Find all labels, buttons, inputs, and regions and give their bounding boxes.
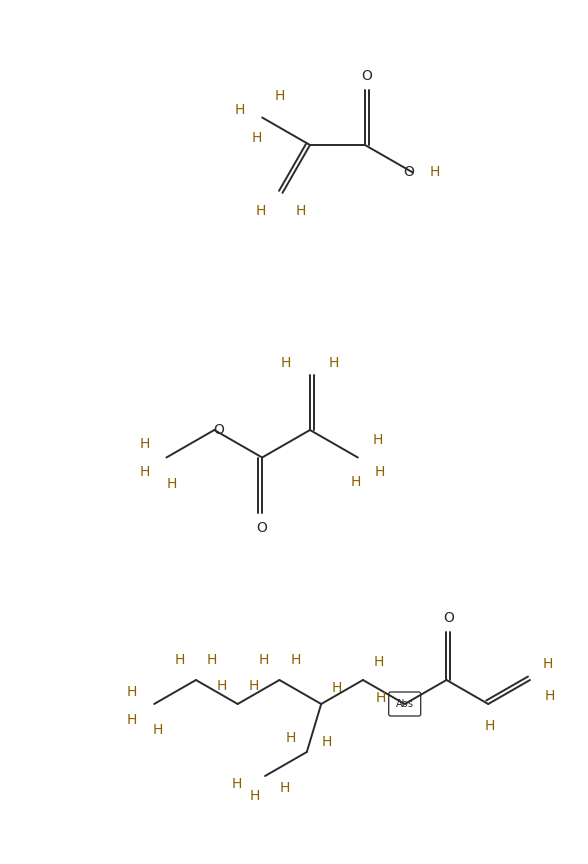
Text: H: H	[545, 689, 555, 703]
Text: H: H	[139, 436, 149, 450]
Text: H: H	[485, 719, 496, 733]
Text: H: H	[329, 356, 339, 370]
Text: H: H	[255, 204, 266, 218]
Text: H: H	[275, 88, 285, 103]
Text: H: H	[175, 653, 185, 667]
Text: H: H	[139, 465, 149, 479]
Text: H: H	[373, 433, 383, 447]
Text: O: O	[443, 611, 454, 625]
Text: O: O	[213, 423, 224, 437]
Text: H: H	[286, 731, 296, 745]
Text: H: H	[376, 691, 386, 705]
Text: H: H	[543, 657, 553, 671]
Text: O: O	[257, 522, 268, 536]
Text: H: H	[166, 477, 176, 491]
Text: H: H	[350, 474, 361, 488]
Text: H: H	[232, 777, 242, 791]
Text: H: H	[374, 655, 384, 669]
Text: H: H	[332, 681, 342, 695]
Text: H: H	[127, 685, 138, 699]
Text: O: O	[403, 166, 415, 180]
Text: H: H	[153, 723, 163, 737]
Text: H: H	[216, 679, 227, 693]
Text: H: H	[322, 735, 332, 749]
Text: H: H	[430, 166, 440, 180]
Text: H: H	[207, 653, 217, 667]
Text: H: H	[295, 204, 306, 218]
FancyBboxPatch shape	[389, 692, 421, 716]
Text: H: H	[375, 465, 385, 479]
Text: H: H	[280, 781, 290, 795]
Text: H: H	[250, 789, 260, 803]
Text: H: H	[281, 356, 291, 370]
Text: H: H	[249, 679, 259, 693]
Text: H: H	[258, 653, 269, 667]
Text: H: H	[290, 653, 300, 667]
Text: H: H	[252, 130, 262, 144]
Text: O: O	[362, 69, 372, 83]
Text: Abs: Abs	[396, 699, 414, 709]
Text: H: H	[235, 103, 245, 117]
Text: H: H	[127, 713, 138, 727]
